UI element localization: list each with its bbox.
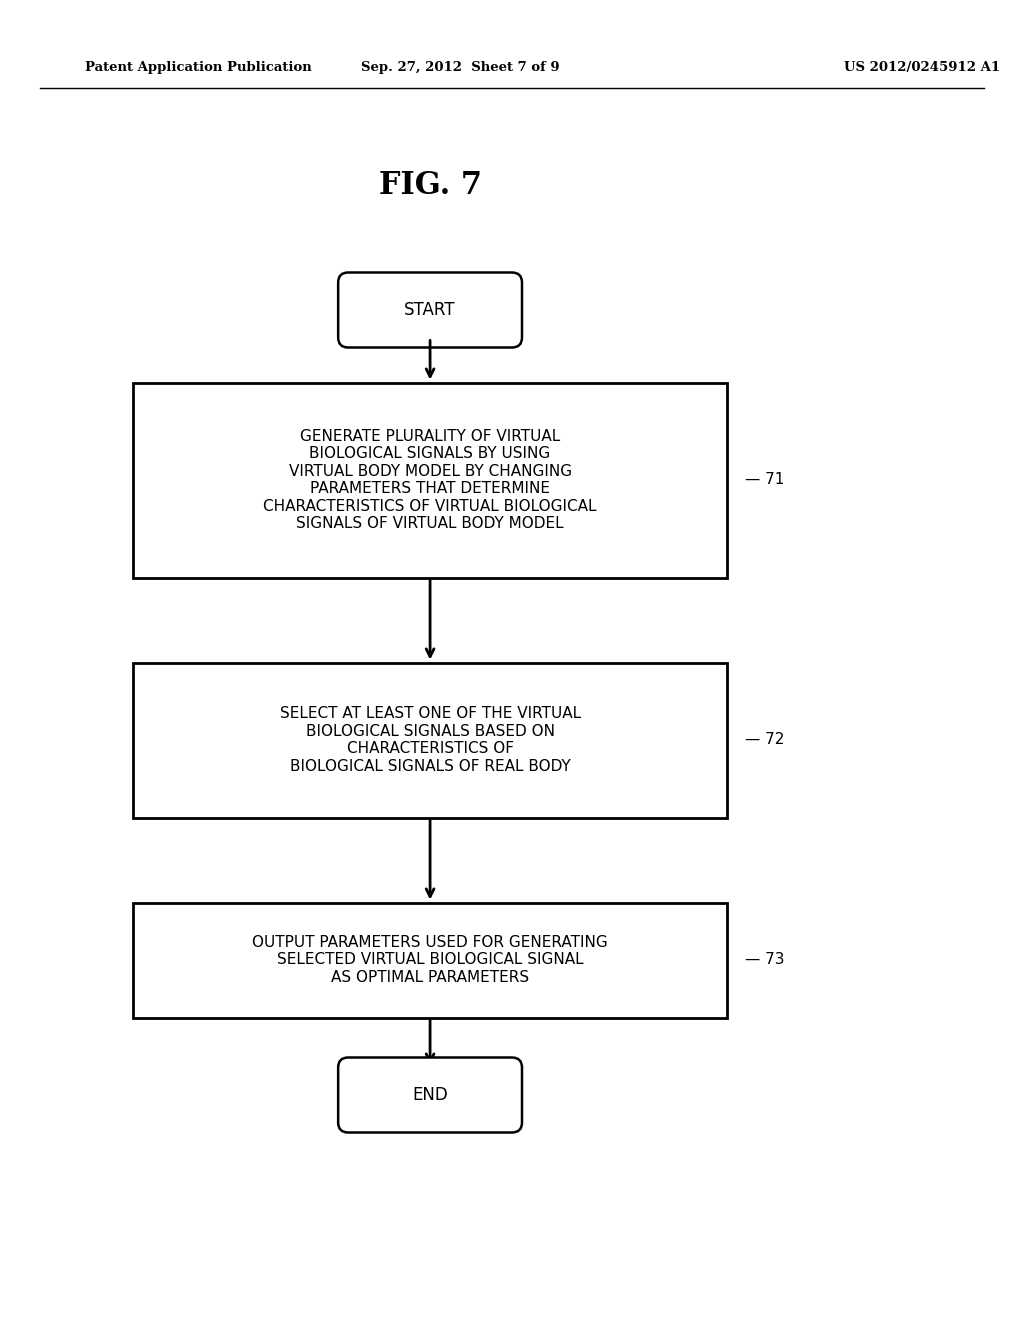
Bar [133, 663, 727, 817]
Text: — 71: — 71 [745, 473, 784, 487]
Text: FIG. 7: FIG. 7 [379, 169, 481, 201]
Text: OUTPUT PARAMETERS USED FOR GENERATING
SELECTED VIRTUAL BIOLOGICAL SIGNAL
AS OPTI: OUTPUT PARAMETERS USED FOR GENERATING SE… [252, 935, 608, 985]
Text: Patent Application Publication: Patent Application Publication [85, 62, 311, 74]
FancyBboxPatch shape [338, 1057, 522, 1133]
Text: — 72: — 72 [745, 733, 784, 747]
Text: SELECT AT LEAST ONE OF THE VIRTUAL
BIOLOGICAL SIGNALS BASED ON
CHARACTERISTICS O: SELECT AT LEAST ONE OF THE VIRTUAL BIOLO… [280, 706, 581, 774]
Text: END: END [413, 1086, 447, 1104]
Text: US 2012/0245912 A1: US 2012/0245912 A1 [844, 62, 999, 74]
Text: — 73: — 73 [745, 953, 784, 968]
Bar [133, 383, 727, 578]
Text: Sep. 27, 2012  Sheet 7 of 9: Sep. 27, 2012 Sheet 7 of 9 [361, 62, 560, 74]
Text: GENERATE PLURALITY OF VIRTUAL
BIOLOGICAL SIGNALS BY USING
VIRTUAL BODY MODEL BY : GENERATE PLURALITY OF VIRTUAL BIOLOGICAL… [263, 429, 597, 531]
FancyBboxPatch shape [338, 272, 522, 347]
Text: START: START [404, 301, 456, 319]
Bar [133, 903, 727, 1018]
